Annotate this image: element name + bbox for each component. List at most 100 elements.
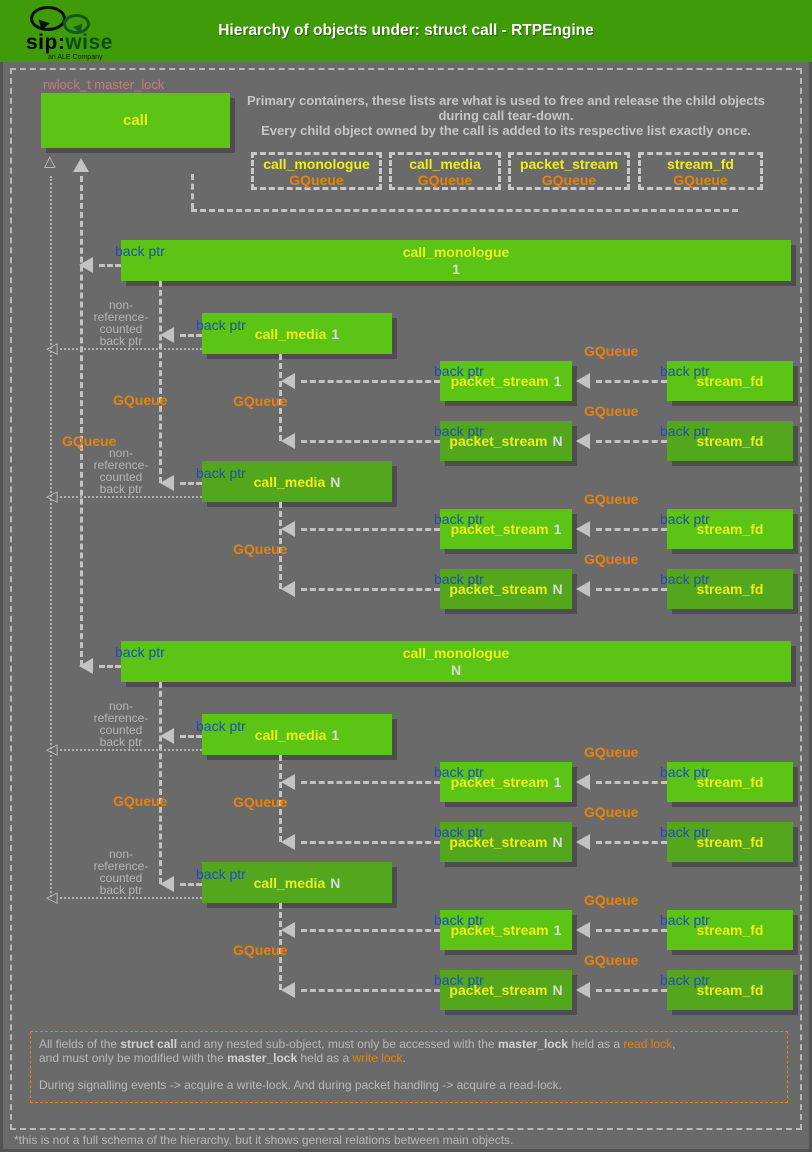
packet-stream-box: packet_stream 1 xyxy=(440,762,572,802)
object-suffix: N xyxy=(450,661,462,678)
object-name: call_media xyxy=(253,473,326,490)
gqueue-label: GQueue xyxy=(233,541,288,557)
back-ptr-arrowhead-icon xyxy=(281,581,295,597)
queue-type: GQueue xyxy=(289,172,344,188)
back-ptr-arrowhead-icon xyxy=(160,327,174,343)
back-ptr-label: back ptr xyxy=(660,571,710,587)
back-ptr-label: back ptr xyxy=(196,465,246,481)
object-name: stream_fd xyxy=(696,521,764,537)
object-name: stream_fd xyxy=(696,982,764,998)
hollow-arrowhead-icon: ◁ xyxy=(46,741,58,758)
page-title: Hierarchy of objects under: struct call … xyxy=(218,22,594,39)
object-name: stream_fd xyxy=(696,373,764,389)
non-ref-back-ptr-label: non-reference-counted back ptr xyxy=(66,700,176,748)
footer-line: All fields of the struct call and any ne… xyxy=(39,1037,779,1052)
non-ref-line: back ptr xyxy=(99,482,143,496)
call-monologue-box: call_monologue 1 xyxy=(121,240,791,281)
non-ref-back-ptr-label: non-reference-counted back ptr xyxy=(66,848,176,896)
queue-type: GQueue xyxy=(541,172,597,188)
back-ptr-label: back ptr xyxy=(660,764,710,780)
dashed-line xyxy=(596,841,667,844)
non-ref-line: reference- xyxy=(93,711,149,725)
object-suffix: N xyxy=(330,473,341,490)
gqueue-label: GQueue xyxy=(113,793,168,809)
dashed-line xyxy=(301,781,440,784)
dashed-line xyxy=(301,528,440,531)
back-ptr-label: back ptr xyxy=(434,764,484,780)
diagram-frame xyxy=(10,68,802,1130)
back-ptr-arrowhead-icon xyxy=(160,728,174,744)
object-name: stream_fd xyxy=(696,922,764,938)
gqueue-label: GQueue xyxy=(584,551,639,567)
non-ref-line: back ptr xyxy=(99,334,143,348)
header-bar: sip:wise an ALE Company Hierarchy of obj… xyxy=(0,0,812,62)
back-ptr-label: back ptr xyxy=(434,511,484,527)
non-ref-line: reference- xyxy=(93,310,149,324)
packet-stream-box: packet_stream N xyxy=(440,970,572,1010)
call-box-label: call xyxy=(122,112,149,129)
footer-text: master_lock xyxy=(497,1037,568,1051)
dotted-line xyxy=(50,176,52,897)
queue-name: packet_stream xyxy=(519,156,619,172)
back-ptr-label: back ptr xyxy=(660,912,710,928)
footer-text: master_lock xyxy=(227,1050,298,1065)
back-ptr-label: back ptr xyxy=(115,644,165,660)
back-ptr-label: back ptr xyxy=(196,866,246,882)
footer-text: During signalling events -> acquire a wr… xyxy=(39,1077,562,1092)
back-ptr-arrowhead-icon xyxy=(79,658,93,674)
object-suffix: 1 xyxy=(553,521,562,537)
back-ptr-label: back ptr xyxy=(434,363,484,379)
dashed-line xyxy=(191,209,738,212)
object-name: stream_fd xyxy=(696,581,764,597)
hollow-arrowhead-icon: ◁ xyxy=(46,889,58,906)
back-ptr-label: back ptr xyxy=(434,423,484,439)
back-ptr-arrowhead-icon xyxy=(576,834,590,850)
object-name: packet_stream xyxy=(449,982,548,998)
primary-containers-note: Primary containers, these lists are what… xyxy=(245,93,767,138)
back-ptr-up-arrowhead-icon xyxy=(73,158,89,172)
object-name: packet_stream xyxy=(449,834,548,850)
call-media-box: call_media N xyxy=(202,461,392,502)
queue-name: stream_fd xyxy=(667,156,734,172)
queue-box-stream-fd: stream_fd GQueue xyxy=(638,152,763,190)
dotted-line xyxy=(60,897,202,899)
object-name: stream_fd xyxy=(696,433,764,449)
back-ptr-arrowhead-icon xyxy=(160,876,174,892)
gqueue-label: GQueue xyxy=(233,794,288,810)
object-name: packet_stream xyxy=(450,373,549,389)
object-suffix: 1 xyxy=(331,325,340,342)
object-suffix: 1 xyxy=(553,922,562,938)
lock-type-text: read lock xyxy=(623,1037,673,1051)
non-ref-back-ptr-label: non-reference-counted back ptr xyxy=(66,299,176,347)
object-name: call_media xyxy=(253,874,326,891)
packet-stream-box: packet_stream 1 xyxy=(440,509,572,549)
gqueue-label: GQueue xyxy=(584,403,639,419)
dashed-line xyxy=(301,929,440,932)
back-ptr-arrowhead-icon xyxy=(160,475,174,491)
speech-bubble-icon xyxy=(63,14,90,34)
stream-fd-box: stream_fd xyxy=(667,361,793,401)
back-ptr-arrowhead-icon xyxy=(281,834,295,850)
sipwise-logo: sip:wise an ALE Company xyxy=(18,3,128,61)
packet-stream-box: packet_stream 1 xyxy=(440,910,572,950)
dashed-line xyxy=(596,781,667,784)
object-suffix: N xyxy=(552,834,563,850)
object-name: packet_stream xyxy=(450,922,549,938)
queue-name: call_media xyxy=(409,156,481,172)
packet-stream-box: packet_stream N xyxy=(440,822,572,862)
non-ref-line: back ptr xyxy=(99,735,143,749)
dotted-line xyxy=(60,348,202,350)
dashed-line xyxy=(99,665,121,668)
back-ptr-label: back ptr xyxy=(660,511,710,527)
gqueue-label: GQueue xyxy=(233,942,288,958)
back-ptr-arrowhead-icon xyxy=(281,433,295,449)
packet-stream-box: packet_stream N xyxy=(440,569,572,609)
logo-wise: wise xyxy=(65,31,113,54)
object-suffix: 1 xyxy=(553,373,562,389)
locking-rules-box: All fields of the struct call and any ne… xyxy=(30,1031,788,1103)
object-name: stream_fd xyxy=(696,834,764,850)
queue-name: call_monologue xyxy=(263,156,370,172)
call-monologue-box: call_monologue N xyxy=(121,641,791,682)
footer-text: and must only be modified with the xyxy=(39,1050,228,1065)
